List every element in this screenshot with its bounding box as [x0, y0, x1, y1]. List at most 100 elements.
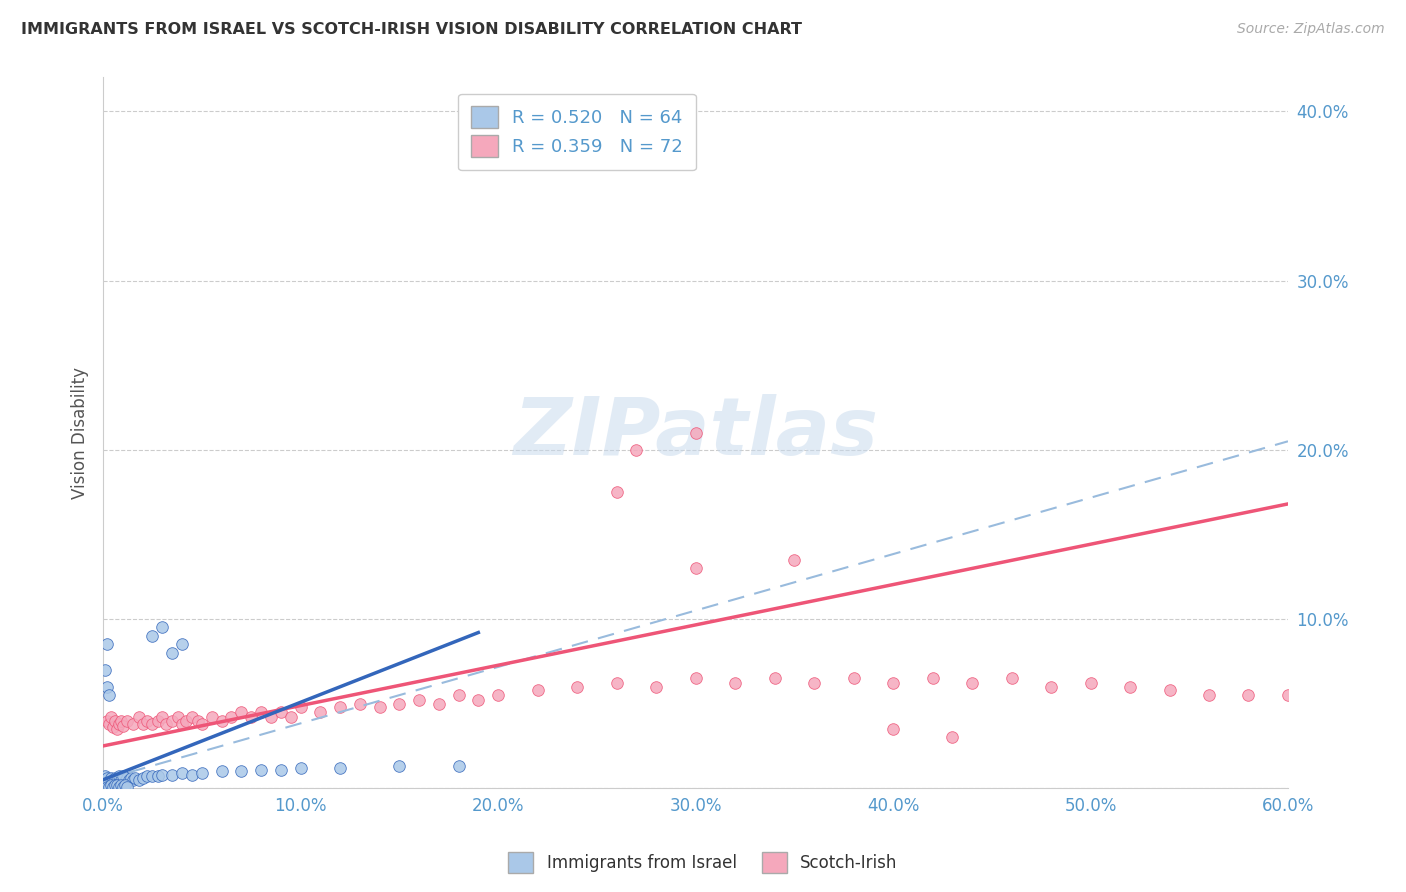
Point	[120, 771, 142, 785]
Point	[100, 778, 122, 792]
Text: ZIPatlas: ZIPatlas	[513, 394, 879, 472]
Point	[141, 629, 163, 643]
Point	[960, 676, 983, 690]
Point	[96, 714, 118, 728]
Point	[783, 553, 806, 567]
Point	[94, 769, 117, 783]
Point	[882, 676, 904, 690]
Point	[121, 772, 143, 787]
Point	[685, 561, 707, 575]
Point	[110, 772, 132, 787]
Point	[388, 697, 411, 711]
Point	[104, 778, 127, 792]
Point	[96, 776, 118, 790]
Point	[191, 766, 214, 780]
Point	[150, 767, 173, 781]
Point	[104, 771, 127, 785]
Point	[1277, 688, 1299, 702]
Point	[408, 693, 430, 707]
Point	[270, 705, 292, 719]
Point	[724, 676, 747, 690]
Point	[98, 780, 121, 794]
Point	[105, 722, 128, 736]
Point	[941, 731, 963, 745]
Point	[882, 722, 904, 736]
Point	[685, 671, 707, 685]
Point	[447, 688, 470, 702]
Point	[921, 671, 943, 685]
Point	[98, 778, 121, 792]
Point	[128, 772, 150, 787]
Point	[108, 780, 131, 794]
Point	[174, 714, 197, 728]
Point	[167, 710, 190, 724]
Point	[250, 705, 273, 719]
Point	[201, 710, 224, 724]
Point	[111, 718, 134, 732]
Point	[108, 776, 131, 790]
Point	[211, 764, 233, 779]
Point	[110, 714, 132, 728]
Point	[427, 697, 450, 711]
Point	[98, 688, 121, 702]
Point	[606, 485, 628, 500]
Point	[98, 774, 121, 789]
Point	[260, 710, 283, 724]
Point	[1040, 680, 1063, 694]
Point	[486, 104, 509, 119]
Point	[486, 688, 509, 702]
Point	[270, 763, 292, 777]
Point	[148, 714, 170, 728]
Point	[104, 776, 127, 790]
Point	[211, 714, 233, 728]
Point	[187, 714, 209, 728]
Point	[108, 769, 131, 783]
Point	[114, 774, 136, 789]
Point	[526, 683, 548, 698]
Point	[1080, 676, 1102, 690]
Point	[100, 771, 122, 785]
Point	[368, 700, 391, 714]
Point	[606, 676, 628, 690]
Point	[105, 772, 128, 787]
Point	[231, 705, 253, 719]
Point	[135, 769, 157, 783]
Point	[110, 778, 132, 792]
Point	[115, 714, 138, 728]
Point	[388, 759, 411, 773]
Point	[1119, 680, 1142, 694]
Point	[131, 717, 153, 731]
Legend: R = 0.520   N = 64, R = 0.359   N = 72: R = 0.520 N = 64, R = 0.359 N = 72	[458, 94, 696, 170]
Point	[162, 646, 184, 660]
Point	[105, 774, 128, 789]
Point	[96, 780, 118, 794]
Text: IMMIGRANTS FROM ISRAEL VS SCOTCH-IRISH VISION DISABILITY CORRELATION CHART: IMMIGRANTS FROM ISRAEL VS SCOTCH-IRISH V…	[21, 22, 801, 37]
Point	[111, 771, 134, 785]
Point	[96, 680, 118, 694]
Point	[309, 705, 332, 719]
Point	[114, 778, 136, 792]
Point	[101, 772, 124, 787]
Y-axis label: Vision Disability: Vision Disability	[72, 367, 89, 499]
Point	[181, 767, 204, 781]
Point	[105, 778, 128, 792]
Point	[329, 700, 352, 714]
Point	[842, 671, 865, 685]
Point	[100, 710, 122, 724]
Point	[565, 680, 588, 694]
Point	[101, 780, 124, 794]
Text: Source: ZipAtlas.com: Source: ZipAtlas.com	[1237, 22, 1385, 37]
Point	[96, 637, 118, 651]
Point	[118, 772, 141, 787]
Point	[172, 717, 194, 731]
Point	[150, 710, 173, 724]
Point	[447, 759, 470, 773]
Point	[685, 425, 707, 440]
Point	[96, 771, 118, 785]
Point	[763, 671, 786, 685]
Point	[250, 763, 273, 777]
Point	[349, 697, 371, 711]
Point	[803, 676, 825, 690]
Point	[290, 700, 312, 714]
Point	[231, 764, 253, 779]
